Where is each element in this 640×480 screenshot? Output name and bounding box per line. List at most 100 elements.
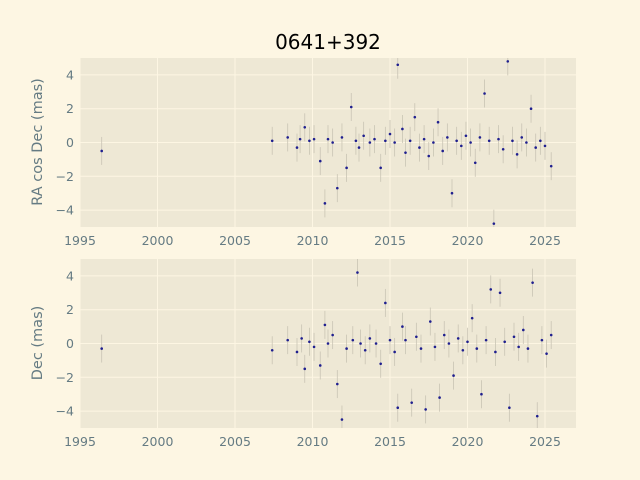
ra-data-point [100, 149, 103, 153]
dec-data-point [401, 325, 404, 328]
ra-data-point [487, 139, 491, 143]
ra-data-point [404, 151, 407, 154]
ra-data-point [396, 63, 400, 67]
dec-data-point [410, 401, 414, 404]
ra-data-point [312, 137, 316, 141]
ra-data-point [422, 137, 426, 141]
dec-y-tick-label: 4 [66, 268, 74, 283]
ra-data-point [441, 149, 445, 153]
dec-y-tick-label: −4 [56, 404, 74, 419]
ra-data-point [483, 92, 486, 95]
ra-data-point [384, 139, 387, 143]
ra-data-point [336, 186, 339, 190]
dec-data-point [359, 342, 362, 345]
ra-data-point [492, 222, 496, 225]
dec-y-tick-label: 0 [66, 336, 74, 351]
chart-title: 0641+392 [275, 30, 381, 54]
ra-data-point [432, 141, 435, 144]
ra-data-point [436, 120, 440, 124]
dec-x-tick-label: 2005 [219, 434, 251, 449]
ra-data-point [497, 137, 500, 141]
ra-data-point [357, 146, 361, 149]
dec-data-point [429, 320, 432, 323]
ra-data-point [308, 139, 311, 143]
dec-data-point [494, 350, 497, 354]
ra-x-tick-label: 2010 [297, 233, 329, 248]
ra-data-point [501, 147, 505, 151]
ra-data-point [401, 127, 404, 131]
ra-data-point [515, 153, 519, 156]
ra-x-tick-label: 2025 [529, 233, 561, 248]
dec-y-tick-label: −2 [56, 370, 74, 385]
ra-data-point [446, 136, 449, 139]
dec-data-point [326, 342, 330, 345]
dec-data-point [475, 347, 479, 350]
dec-data-point [393, 350, 396, 354]
dec-panel: 1995 2000 2005 2010 2015 2020 2025 −4 −2 0 2 4 [56, 259, 576, 449]
dec-data-point [517, 345, 520, 349]
dec-data-point [461, 348, 465, 352]
dec-data-point [442, 333, 446, 337]
dec-data-point [415, 335, 418, 339]
ra-data-point [286, 136, 290, 139]
ra-data-point [469, 141, 472, 144]
dec-data-point [456, 337, 460, 340]
dec-data-point [531, 281, 534, 284]
ra-data-point [506, 60, 510, 63]
ra-data-point [295, 146, 299, 149]
dec-data-point [336, 382, 339, 386]
dec-data-point [368, 337, 372, 340]
ra-x-tick-label: 2020 [452, 233, 484, 248]
dec-data-point [323, 323, 327, 327]
dec-data-point [300, 337, 303, 340]
ra-data-point [427, 154, 431, 158]
ra-data-point [379, 166, 383, 170]
ra-panel: 1995 2000 2005 2010 2015 2020 2025 −4 −2 0 2 4 [56, 58, 576, 248]
ra-data-point [303, 125, 307, 129]
dec-data-point [396, 406, 400, 410]
dec-data-point [384, 301, 387, 305]
ra-y-tick-label: 2 [66, 101, 74, 116]
dec-x-tick-label: 2020 [452, 434, 484, 449]
ra-data-point [354, 139, 358, 143]
ra-data-point [340, 136, 344, 139]
dec-data-point [303, 367, 307, 371]
dec-data-point [351, 338, 355, 342]
dec-data-point [433, 345, 437, 349]
dec-data-point [340, 418, 344, 421]
ra-data-point [450, 191, 454, 195]
dec-data-point [447, 342, 451, 345]
dec-data-point [331, 333, 334, 337]
dec-data-point [512, 335, 516, 339]
dec-data-point [503, 340, 507, 344]
ra-x-tick-label: 2015 [374, 233, 406, 248]
dec-data-point [484, 338, 488, 342]
dec-data-point [374, 342, 378, 345]
ra-data-point [511, 139, 514, 143]
ra-data-point [368, 141, 372, 144]
dec-data-point [540, 338, 544, 342]
ra-data-point [543, 144, 547, 148]
ra-data-point [388, 132, 392, 136]
dec-data-point [286, 338, 290, 342]
dec-x-tick-label: 1995 [64, 434, 96, 449]
ra-y-tick-label: 4 [66, 67, 74, 82]
ra-data-point [418, 146, 421, 149]
ra-y-tick-label: −4 [56, 203, 74, 218]
dec-y-tick-label: 2 [66, 302, 74, 317]
ra-data-point [331, 141, 334, 144]
ra-data-point [349, 105, 353, 109]
dec-x-tick-label: 2025 [529, 434, 561, 449]
dec-data-point [466, 340, 469, 344]
ra-data-point [362, 134, 365, 138]
dec-data-point [388, 338, 392, 342]
ra-data-point [413, 115, 417, 119]
dec-data-point [438, 396, 441, 399]
ra-data-point [270, 139, 274, 143]
dec-data-point [270, 348, 274, 352]
dec-data-point [308, 340, 311, 344]
dec-data-point [312, 345, 316, 349]
dec-data-point [452, 374, 455, 377]
ra-data-point [464, 134, 468, 138]
